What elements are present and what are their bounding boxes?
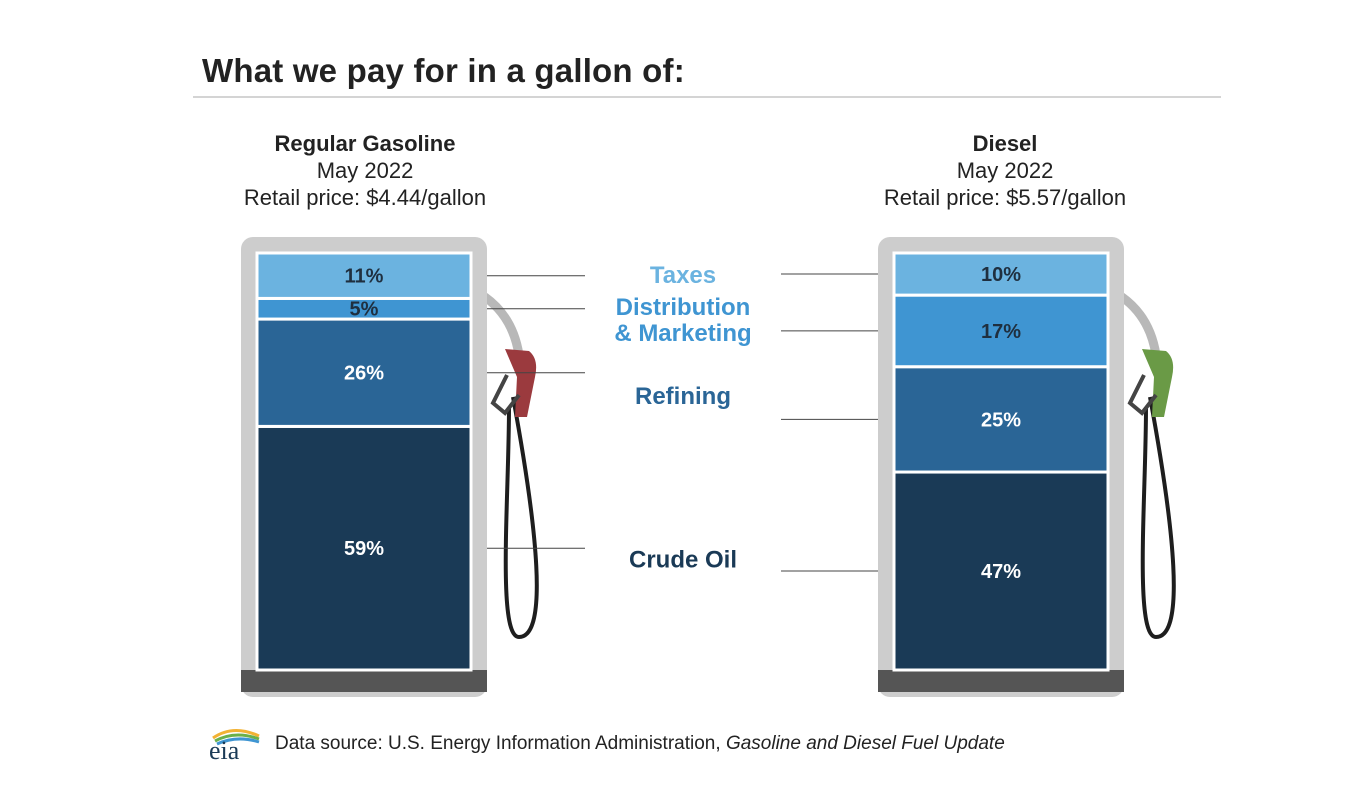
data-source: Data source: U.S. Energy Information Adm… (275, 733, 1005, 755)
gasoline-segment-label-3: 11% (345, 266, 384, 288)
diesel-hose-neck (1122, 297, 1156, 355)
data-source-title: Gasoline and Diesel Fuel Update (726, 733, 1005, 754)
gasoline-segment-label-2: 5% (350, 299, 379, 321)
diesel-segment-label-0: 47% (981, 561, 1021, 583)
category-label-0: Crude Oil (629, 547, 737, 574)
eia-logo-text: eia (209, 736, 240, 764)
diesel-segment-label-1: 25% (981, 409, 1021, 431)
category-label-1: Refining (635, 383, 731, 410)
diesel-pump-base (878, 670, 1124, 692)
gasoline-pump-base (241, 670, 487, 692)
gasoline-segment-label-0: 59% (344, 538, 384, 560)
gasoline-hose (506, 397, 537, 637)
eia-logo-icon: eia (207, 728, 267, 764)
source-footer: eia Data source: U.S. Energy Information… (207, 728, 1207, 764)
category-label-2: Distribution & Marketing (614, 294, 751, 347)
gasoline-segment-label-1: 26% (344, 363, 384, 385)
diesel-segment-label-2: 17% (981, 321, 1021, 343)
data-source-prefix: Data source: U.S. Energy Information Adm… (275, 733, 726, 754)
category-label-3: Taxes (650, 262, 716, 289)
gasoline-hose-neck (485, 297, 519, 355)
diesel-segment-label-3: 10% (981, 264, 1021, 286)
diesel-hose (1143, 397, 1174, 637)
